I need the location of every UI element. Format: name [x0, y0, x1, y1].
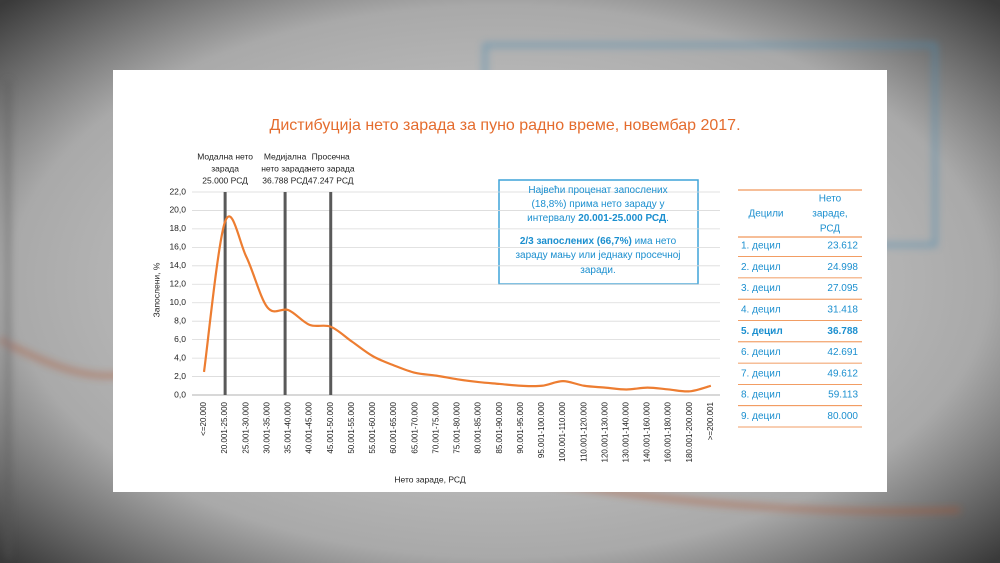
y-axis-label: Запослени, % — [151, 262, 161, 317]
y-tick-label: 12,0 — [169, 279, 186, 289]
x-tick-label: 160.001-180.000 — [664, 401, 673, 462]
y-tick-label: 0,0 — [174, 389, 186, 399]
x-tick-label: 55.001-60.000 — [368, 401, 377, 453]
info-text-part: интервалу — [527, 213, 578, 224]
y-tick-label: 22,0 — [169, 186, 186, 196]
info-text: интервалу 20.001-25.000 РСД. — [527, 213, 669, 224]
y-tick-label: 2,0 — [174, 371, 186, 381]
marker-label: Медијална — [264, 151, 307, 161]
table-cell: 42.691 — [827, 347, 858, 358]
x-tick-label: 120.001-130.000 — [600, 401, 609, 462]
x-tick-label: 40.001-45.000 — [305, 401, 314, 453]
table-cell: 80.000 — [827, 411, 858, 422]
data-line — [202, 215, 712, 393]
marker-label: зарада — [211, 163, 239, 173]
x-tick-label: 65.001-70.000 — [410, 401, 419, 453]
y-tick-label: 16,0 — [169, 242, 186, 252]
marker-label: Модална нето — [197, 151, 253, 161]
info-text: 2/3 запослених (66,7%) има нето — [520, 236, 677, 247]
marker-label: нето зарада — [261, 163, 309, 173]
marker-label: 36.788 РСД — [262, 175, 308, 185]
x-tick-label: 50.001-55.000 — [347, 401, 356, 453]
table-header: Децили — [748, 209, 783, 220]
info-text: Највећи проценат запослених — [528, 185, 667, 196]
x-tick-label: 95.001-100.000 — [537, 401, 546, 458]
y-tick-label: 8,0 — [174, 315, 186, 325]
table-cell: 9. децил — [741, 411, 781, 422]
x-tick-label: 70.001-75.000 — [431, 401, 440, 453]
table-header: РСД — [820, 224, 841, 235]
x-tick-label: 180.001-200.000 — [685, 401, 694, 462]
x-tick-label: 25.001-30.000 — [241, 401, 250, 453]
info-text: заради. — [580, 265, 615, 276]
info-text-part: 20.001-25.000 РСД — [578, 213, 666, 224]
x-tick-label: 140.001-160.000 — [643, 401, 652, 462]
table-cell: 27.095 — [827, 283, 858, 294]
marker-label: 47.247 РСД — [308, 175, 354, 185]
table-header: Нето — [819, 194, 842, 205]
table-cell: 5. децил — [741, 326, 783, 337]
table-cell: 8. децил — [741, 390, 781, 401]
x-axis-label: Нето зараде, РСД — [394, 474, 465, 484]
marker-label: 25.000 РСД — [202, 175, 248, 185]
x-tick-label: <=20.000 — [199, 401, 208, 435]
table-cell: 6. децил — [741, 347, 781, 358]
info-text-part: . — [666, 213, 669, 224]
table-cell: 1. децил — [741, 241, 781, 252]
marker-label: Просечна — [312, 151, 350, 161]
x-tick-label: 35.001-40.000 — [284, 401, 293, 453]
table-cell: 3. децил — [741, 283, 781, 294]
y-tick-label: 18,0 — [169, 223, 186, 233]
x-tick-label: 85.001-90.000 — [495, 401, 504, 453]
info-text-part: 2/3 запослених (66,7%) — [520, 236, 632, 247]
table-cell: 49.612 — [827, 368, 858, 379]
x-tick-label: >=200.001 — [706, 401, 715, 440]
y-tick-label: 10,0 — [169, 297, 186, 307]
y-tick-label: 20,0 — [169, 205, 186, 215]
info-text: зараду мању или једнаку просечној — [515, 250, 680, 261]
info-text-part: (18,8%) прима нето зараду у — [531, 199, 664, 210]
x-tick-label: 110.001-120.000 — [579, 401, 588, 461]
y-tick-label: 14,0 — [169, 260, 186, 270]
table-cell: 59.113 — [828, 390, 858, 401]
table-cell: 31.418 — [827, 305, 858, 316]
info-text: (18,8%) прима нето зараду у — [531, 199, 664, 210]
marker-label: нето зарада — [307, 163, 355, 173]
table-cell: 24.998 — [827, 262, 858, 273]
table-cell: 7. децил — [741, 368, 781, 379]
x-tick-label: 100.001-110.000 — [558, 401, 567, 461]
y-tick-label: 4,0 — [174, 352, 186, 362]
x-tick-label: 20.001-25.000 — [220, 401, 229, 453]
table-cell: 4. децил — [741, 305, 781, 316]
x-tick-label: 30.001-35.000 — [262, 401, 271, 453]
x-tick-label: 90.001-95.000 — [516, 401, 525, 453]
table-cell: 2. децил — [741, 262, 781, 273]
x-tick-label: 80.001-85.000 — [474, 401, 483, 453]
x-tick-label: 45.001-50.000 — [326, 401, 335, 453]
table-cell: 36.788 — [827, 326, 858, 337]
info-text-part: зараду мању или једнаку просечној — [515, 250, 680, 261]
chart-title: Дистибуција нето зарада за пуно радно вр… — [269, 117, 740, 134]
x-tick-label: 75.001-80.000 — [453, 401, 462, 453]
info-text-part: има нето — [632, 236, 677, 247]
info-text-part: Највећи проценат запослених — [528, 185, 667, 196]
table-cell: 23.612 — [827, 241, 858, 252]
x-tick-label: 60.001-65.000 — [389, 401, 398, 453]
info-text-part: заради. — [580, 265, 615, 276]
table-header: зараде, — [812, 209, 847, 220]
y-tick-label: 6,0 — [174, 334, 186, 344]
x-tick-label: 130.001-140.000 — [622, 401, 631, 462]
